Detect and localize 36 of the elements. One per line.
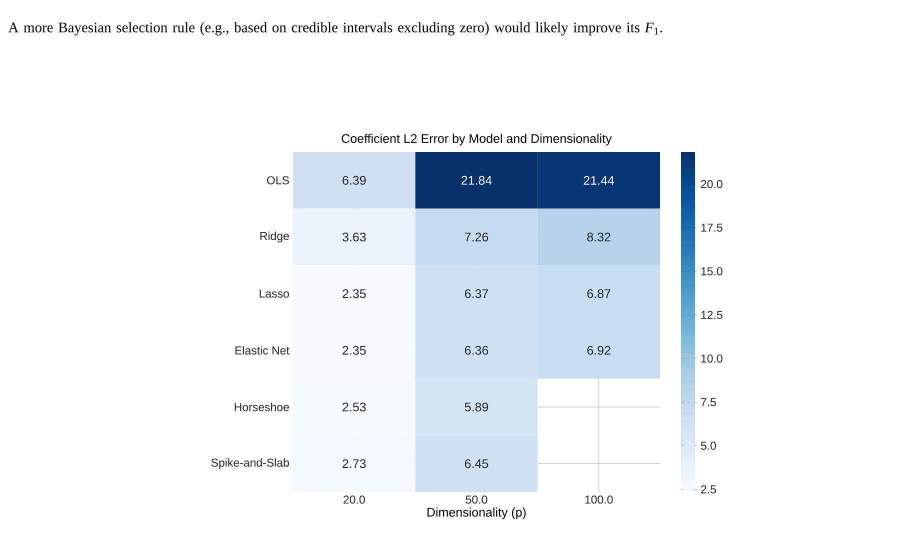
color-bar-label: 20.0 [701, 180, 722, 188]
data-label: 6.45 [464, 459, 488, 468]
color-bar-label: 12.5 [701, 310, 722, 319]
x-tick-label: 20.0 [344, 496, 365, 504]
color-bar-label: 2.5 [701, 485, 716, 494]
y-tick-label: Elastic Net [235, 346, 290, 355]
data-label: 2.35 [342, 289, 366, 298]
data-label: 21.84 [461, 176, 492, 185]
data-label: 5.89 [464, 402, 488, 412]
data-label: 2.35 [342, 346, 366, 355]
data-label: 7.26 [464, 232, 488, 242]
data-label: 6.39 [342, 176, 366, 185]
color-bar-label: 5.0 [700, 442, 716, 450]
x-tick-label: 50.0 [466, 496, 488, 504]
y-tick-label: Spike-and-Slab [211, 458, 289, 470]
y-tick-label: Ridge [260, 232, 289, 242]
data-label: 3.63 [342, 232, 366, 242]
x-tick-label: 100.0 [585, 496, 613, 504]
data-label: 2.53 [342, 402, 366, 412]
y-tick-label: OLS [267, 176, 289, 184]
color-bar-label: 7.5 [701, 398, 716, 406]
y-tick-label: Lasso [260, 290, 289, 298]
x-axis-title: Dimensionality (p) [428, 508, 526, 520]
text: A more Bayesian selection rule (e.g., based on credible intervals excluding zero) would likely improve its F$_{1}$. [8, 22, 662, 36]
data-label: 21.44 [584, 176, 614, 185]
data-label: 6.87 [587, 289, 610, 298]
chart-title: Coefficient L2 Error by Model and Dimensionality [342, 134, 612, 146]
color-bar-label: 10.0 [701, 354, 722, 363]
y-tick-label: Horseshoe [234, 402, 289, 412]
data-label: 6.36 [464, 346, 488, 355]
data-label: 6.92 [587, 346, 610, 355]
data-label: 2.73 [342, 459, 366, 468]
data-label: 6.37 [464, 289, 488, 298]
color-bar-label: 15.0 [701, 267, 722, 276]
color-bar-label: 17.5 [701, 224, 722, 232]
data-label: 8.32 [587, 232, 610, 242]
